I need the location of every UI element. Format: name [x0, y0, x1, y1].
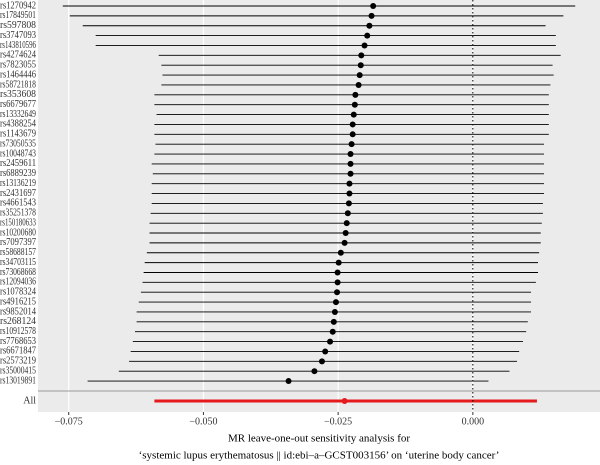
- y-tick-label: rs3747093: [0, 30, 36, 41]
- y-tick-label: rs13332649: [0, 109, 36, 120]
- point-estimate: [341, 239, 348, 246]
- y-tick-label: rs6889239: [0, 168, 36, 179]
- point-estimate: [352, 91, 359, 98]
- y-tick-label: rs58721818: [0, 79, 36, 90]
- y-tick-label: rs13136219: [0, 178, 36, 189]
- plot-background: [38, 0, 600, 412]
- y-tick-label: rs1270942: [0, 0, 36, 11]
- point-estimate: [311, 368, 318, 375]
- y-tick-label: rs35000415: [0, 365, 36, 376]
- y-tick-label: rs73050535: [0, 138, 36, 149]
- point-estimate: [347, 160, 354, 167]
- x-tick-label: 0.000: [462, 416, 485, 427]
- point-estimate: [285, 378, 292, 385]
- y-tick-label: rs17849501: [0, 10, 36, 21]
- point-estimate: [343, 220, 350, 227]
- y-tick-label: rs12094036: [0, 277, 36, 288]
- y-tick-label: rs597808: [0, 20, 36, 31]
- x-tick-label: −0.025: [324, 416, 352, 427]
- point-estimate: [357, 62, 364, 69]
- y-tick-label: rs1078324: [0, 287, 36, 298]
- x-axis-label: MR leave-one-out sensitivity analysis fo…: [228, 433, 410, 445]
- point-estimate: [366, 22, 373, 29]
- y-tick-label: rs13019891: [0, 375, 36, 386]
- y-tick-label: rs4916215: [0, 296, 36, 307]
- point-estimate: [351, 101, 358, 108]
- y-tick-label: rs58688157: [0, 247, 36, 258]
- y-tick-label: rs4661543: [0, 198, 36, 209]
- point-estimate: [356, 72, 363, 79]
- y-tick-label: rs7768653: [0, 336, 36, 347]
- y-tick-label: rs34703115: [0, 257, 36, 268]
- point-estimate: [329, 328, 336, 335]
- point-estimate: [345, 200, 352, 207]
- point-estimate: [358, 52, 365, 59]
- point-estimate: [318, 358, 325, 365]
- point-estimate: [361, 42, 368, 49]
- y-tick-label: rs2573219: [0, 356, 36, 367]
- point-estimate: [334, 289, 341, 296]
- point-estimate: [334, 269, 341, 276]
- point-estimate: [331, 308, 338, 315]
- point-estimate: [334, 279, 341, 286]
- y-tick-label: rs6671847: [0, 346, 36, 357]
- point-estimate: [322, 348, 329, 355]
- point-estimate: [349, 131, 356, 138]
- point-estimate: [344, 210, 351, 217]
- point-estimate: [327, 338, 334, 345]
- point-estimate: [346, 180, 353, 187]
- point-estimate: [355, 81, 362, 88]
- y-tick-label: rs1464446: [0, 69, 36, 80]
- point-estimate: [347, 170, 354, 177]
- y-tick-label: rs6679677: [0, 99, 36, 110]
- point-estimate: [332, 299, 339, 306]
- summary-estimate: [341, 398, 348, 404]
- y-tick-label: rs268124: [0, 316, 36, 327]
- point-estimate: [348, 141, 355, 148]
- y-tick-label: rs4388254: [0, 119, 36, 130]
- y-tick-label: rs10048743: [0, 148, 36, 159]
- point-estimate: [368, 12, 375, 19]
- y-tick-label: rs10200680: [0, 227, 36, 238]
- point-estimate: [337, 249, 344, 256]
- point-estimate: [370, 3, 377, 9]
- point-estimate: [349, 121, 356, 128]
- point-estimate: [342, 230, 349, 237]
- x-tick-label: −0.050: [189, 416, 217, 427]
- point-estimate: [347, 151, 354, 158]
- y-tick-label: rs7823055: [0, 60, 36, 71]
- y-tick-label: rs2459611: [0, 158, 36, 169]
- y-tick-label: rs10912578: [0, 326, 36, 337]
- y-tick-label: rs7097397: [0, 237, 36, 248]
- x-tick-label: −0.075: [55, 416, 83, 427]
- y-tick-label: rs150180633: [0, 217, 36, 228]
- y-tick-label: rs73068668: [0, 267, 36, 278]
- y-tick-label: All: [23, 395, 36, 406]
- y-tick-label: rs353608: [0, 89, 36, 100]
- y-tick-label: rs2431697: [0, 188, 36, 199]
- y-tick-label: rs4274624: [0, 50, 36, 61]
- y-tick-label: rs143810596: [0, 40, 36, 51]
- point-estimate: [330, 318, 337, 325]
- point-estimate: [350, 111, 357, 118]
- y-tick-label: rs35251378: [0, 208, 36, 219]
- point-estimate: [346, 190, 353, 197]
- point-estimate: [335, 259, 342, 266]
- y-tick-label: rs1143679: [0, 129, 36, 140]
- x-axis-label: ‘systemic lupus erythematosus || id:ebi–…: [139, 450, 500, 462]
- point-estimate: [364, 32, 371, 39]
- y-tick-label: rs9852014: [0, 306, 36, 317]
